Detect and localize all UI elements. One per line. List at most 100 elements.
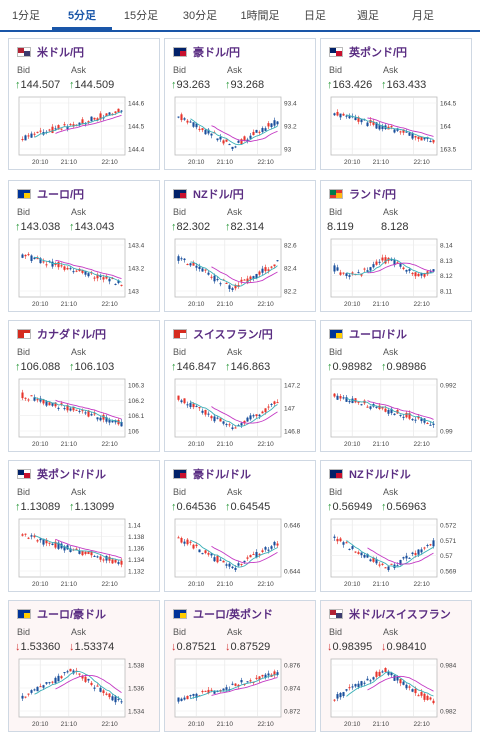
panel-title[interactable]: ランド/円 xyxy=(329,187,396,201)
tab-1[interactable]: 5分足 xyxy=(52,0,112,30)
bid-label: Bid xyxy=(329,65,343,75)
candle-body xyxy=(93,277,96,279)
panel-title[interactable]: 豪ドル/ドル xyxy=(173,467,251,481)
moving-average-long xyxy=(55,114,122,134)
tab-7[interactable]: 月足 xyxy=(412,10,434,22)
tab-0[interactable]: 1分足 xyxy=(11,10,41,22)
y-tick-label: 93 xyxy=(284,147,292,154)
pair-name[interactable]: ランド/円 xyxy=(349,189,397,201)
candle-body xyxy=(216,556,219,563)
rate-panel[interactable]: 米ドル/スイスフラン Bid Ask ↓0.98395 ↓0.98410 0.984 0.9… xyxy=(320,600,472,732)
ask-label: Ask xyxy=(383,627,399,637)
rate-panel[interactable]: ユーロ/英ポンド Bid Ask ↓0.87521 ↓0.87529 0.876 0.874… xyxy=(164,600,316,732)
x-tick-label: 21:10 xyxy=(217,581,234,588)
rate-panel[interactable]: NZドル/円 Bid Ask ↑82.302 ↑82.314 82.6 82.4 82.2 20… xyxy=(164,180,316,312)
pair-name[interactable]: ユーロ/円 xyxy=(37,189,85,201)
price-chart[interactable]: 93.4 93.2 93 20:10 21:10 22:10 xyxy=(165,93,315,169)
pair-name[interactable]: ユーロ/英ポンド xyxy=(193,609,274,621)
rate-panel[interactable]: ランド/円 Bid Ask 8.119 8.128 8.14 8.13 8.12 8.11 20:… xyxy=(320,180,472,312)
pair-name[interactable]: 英ポンド/ドル xyxy=(37,469,107,481)
candle-body xyxy=(360,119,363,123)
moving-average-long xyxy=(55,399,122,420)
bid-value-text: 144.507 xyxy=(20,79,61,91)
tab-2[interactable]: 15分足 xyxy=(123,10,159,22)
panel-title[interactable]: NZドル/円 xyxy=(173,187,244,201)
panel-title[interactable]: スイスフラン/円 xyxy=(173,327,273,341)
panel-title[interactable]: 米ドル/スイスフラン xyxy=(329,607,451,621)
candle-body xyxy=(366,270,369,272)
pair-name[interactable]: ユーロ/ドル xyxy=(349,329,408,341)
pair-name[interactable]: 豪ドル/ドル xyxy=(193,469,252,481)
pair-name[interactable]: 米ドル/円 xyxy=(37,47,85,59)
panel-title[interactable]: 豪ドル/円 xyxy=(173,45,240,59)
panel-title[interactable]: 英ポンド/ドル xyxy=(17,467,106,481)
rate-panel[interactable]: 英ポンド/ドル Bid Ask ↑1.13089 ↑1.13099 1.14 1.138 1.… xyxy=(8,460,160,592)
price-chart[interactable]: 0.876 0.874 0.872 20:10 21:10 22:10 xyxy=(165,655,315,731)
candle-body xyxy=(117,108,120,113)
price-chart[interactable]: 147.2 147 146.8 20:10 21:10 22:10 xyxy=(165,375,315,451)
rate-panel[interactable]: カナダドル/円 Bid Ask ↑106.088 ↑106.103 106.3 106.2 1… xyxy=(8,320,160,452)
pair-name[interactable]: スイスフラン/円 xyxy=(193,329,273,341)
rate-panel[interactable]: ユーロ/ドル Bid Ask ↑0.98982 ↑0.98986 0.992 0.99 20:… xyxy=(320,320,472,452)
pair-name[interactable]: NZドル/ドル xyxy=(349,469,411,481)
price-chart[interactable]: 1.538 1.536 1.534 20:10 21:10 22:10 xyxy=(9,655,159,731)
panel-title[interactable]: 米ドル/円 xyxy=(17,45,84,59)
pair-name[interactable]: 英ポンド/円 xyxy=(349,47,408,59)
pair-name[interactable]: カナダドル/円 xyxy=(37,329,107,341)
pair-name[interactable]: ユーロ/豪ドル xyxy=(37,609,107,621)
pair-name[interactable]: NZドル/円 xyxy=(193,189,244,201)
rate-panel[interactable]: 豪ドル/円 Bid Ask ↑93.263 ↑93.268 93.4 93.2 93 20:10… xyxy=(164,38,316,170)
bid-value-text: 163.426 xyxy=(332,79,373,91)
rate-panel[interactable]: ユーロ/豪ドル Bid Ask ↓1.53360 ↓1.53374 1.538 1.536 1… xyxy=(8,600,160,732)
pair-name[interactable]: 豪ドル/円 xyxy=(193,47,241,59)
candle-body xyxy=(261,128,264,132)
panel-title[interactable]: ユーロ/豪ドル xyxy=(17,607,106,621)
panel-title[interactable]: ユーロ/英ポンド xyxy=(173,607,273,621)
tab-4[interactable]: 1時間足 xyxy=(240,10,280,22)
price-chart[interactable]: 164.5 164 163.5 20:10 21:10 22:10 xyxy=(321,93,471,169)
candle-body xyxy=(36,399,39,401)
candle-body xyxy=(225,424,228,426)
price-chart[interactable]: 8.14 8.13 8.12 8.11 20:10 21:10 22:10 xyxy=(321,235,471,311)
panel-title[interactable]: NZドル/ドル xyxy=(329,467,411,481)
rate-panel[interactable]: 米ドル/円 Bid Ask ↑144.507 ↑144.509 144.6 144.5 144… xyxy=(8,38,160,170)
tab-5[interactable]: 日足 xyxy=(304,10,326,22)
price-chart[interactable]: 106.3 106.2 106.1 106 20:10 21:10 22:10 xyxy=(9,375,159,451)
rate-panel[interactable]: ユーロ/円 Bid Ask ↑143.038 ↑143.043 143.4 143.2 143… xyxy=(8,180,160,312)
candle-body xyxy=(81,269,84,273)
y-tick-label: 146.8 xyxy=(284,429,301,436)
tab-6[interactable]: 週足 xyxy=(357,10,379,22)
x-tick-label: 22:10 xyxy=(258,581,275,588)
candle-body xyxy=(264,128,267,131)
candle-body xyxy=(249,415,252,420)
panel-title[interactable]: ユーロ/円 xyxy=(17,187,84,201)
candle-body xyxy=(264,267,267,272)
candle-body xyxy=(24,696,27,698)
up-arrow-icon: ↑ xyxy=(381,361,387,373)
panel-title[interactable]: カナダドル/円 xyxy=(17,327,106,341)
price-chart[interactable]: 82.6 82.4 82.2 20:10 21:10 22:10 xyxy=(165,235,315,311)
candle-body xyxy=(342,113,345,116)
price-chart[interactable]: 143.4 143.2 143 20:10 21:10 22:10 xyxy=(9,235,159,311)
price-chart[interactable]: 0.572 0.571 0.57 0.569 20:10 21:10 22:10 xyxy=(321,515,471,591)
price-chart[interactable]: 0.984 0.982 20:10 21:10 22:10 xyxy=(321,655,471,731)
rate-panel[interactable]: 英ポンド/円 Bid Ask ↑163.426 ↑163.433 164.5 164 163.… xyxy=(320,38,472,170)
y-tick-label: 0.876 xyxy=(284,663,301,670)
candle-body xyxy=(195,544,198,547)
tab-3[interactable]: 30分足 xyxy=(182,10,218,22)
candle-body xyxy=(201,553,204,555)
candle-body xyxy=(108,556,111,561)
price-chart[interactable]: 144.6 144.5 144.4 20:10 21:10 22:10 xyxy=(9,93,159,169)
ask-value: ↑0.56963 xyxy=(381,501,426,513)
rate-panel[interactable]: スイスフラン/円 Bid Ask ↑146.847 ↑146.863 147.2 147 14… xyxy=(164,320,316,452)
rate-panel[interactable]: 豪ドル/ドル Bid Ask ↑0.64536 ↑0.64545 0.646 0.644 20… xyxy=(164,460,316,592)
candle-body xyxy=(396,262,399,264)
rate-panel[interactable]: NZドル/ドル Bid Ask ↑0.56949 ↑0.56963 0.572 0.571 0… xyxy=(320,460,472,592)
pair-name[interactable]: 米ドル/スイスフラン xyxy=(349,609,451,621)
panel-title[interactable]: ユーロ/ドル xyxy=(329,327,407,341)
price-chart[interactable]: 0.992 0.99 20:10 21:10 22:10 xyxy=(321,375,471,451)
panel-title[interactable]: 英ポンド/円 xyxy=(329,45,407,59)
candle-body xyxy=(258,414,261,417)
price-chart[interactable]: 0.646 0.644 20:10 21:10 22:10 xyxy=(165,515,315,591)
price-chart[interactable]: 1.14 1.138 1.136 1.134 1.132 20:10 21:10 22:10 xyxy=(9,515,159,591)
